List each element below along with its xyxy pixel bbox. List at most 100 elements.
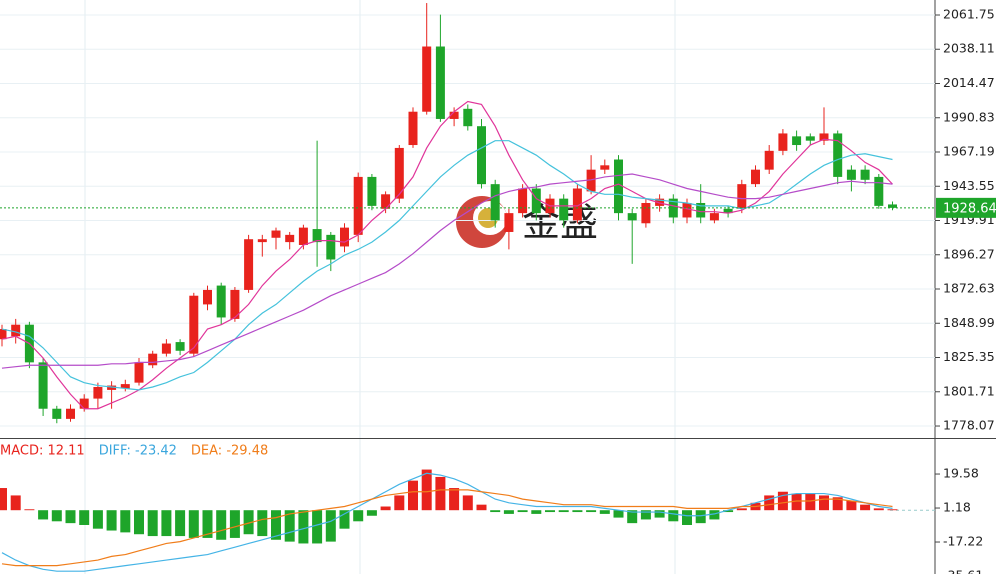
candle-body xyxy=(614,159,623,214)
macd-bar xyxy=(627,510,638,524)
candle-body xyxy=(819,133,829,141)
macd-bar xyxy=(640,510,651,520)
candle-body xyxy=(888,204,897,208)
candle-body xyxy=(66,408,75,419)
macd-bar xyxy=(791,493,802,511)
macd-bar xyxy=(298,510,309,544)
candle-body xyxy=(709,213,719,221)
candle-body xyxy=(175,342,185,351)
macd-bar xyxy=(0,488,7,511)
macd-bar xyxy=(408,480,418,511)
macd-bar xyxy=(366,510,377,516)
macd-bar xyxy=(449,488,460,511)
macd-bar xyxy=(682,510,692,525)
candle-body xyxy=(435,46,445,119)
macd-bar xyxy=(462,495,473,511)
candle-body xyxy=(271,230,281,238)
candle-body xyxy=(764,150,774,170)
macd-bar xyxy=(599,510,610,514)
macd-bar xyxy=(873,508,884,511)
last-price-box xyxy=(936,197,996,218)
candle-body xyxy=(367,176,377,206)
candle-body xyxy=(682,202,692,218)
macd-bar xyxy=(613,510,624,518)
y-tick-label: 1.18 xyxy=(943,500,971,515)
macd-bar xyxy=(586,510,597,513)
candle-body xyxy=(723,208,733,214)
macd-bar xyxy=(188,510,199,538)
y-tick-label: 2014.47 xyxy=(943,75,995,90)
macd-bar xyxy=(517,510,528,513)
y-tick-label: -35.61 xyxy=(943,568,983,574)
candle-body xyxy=(792,136,802,146)
last-price-label: 1928.64 xyxy=(943,201,996,216)
macd-bar xyxy=(120,510,131,533)
y-tick-label: 1896.27 xyxy=(943,246,995,261)
macd-bar xyxy=(887,509,898,511)
candle-body xyxy=(340,227,349,247)
macd-bar xyxy=(654,510,665,518)
macd-bar xyxy=(764,495,775,511)
y-tick-label: 1778.07 xyxy=(943,418,995,433)
candle-body xyxy=(737,184,747,209)
candle-body xyxy=(326,234,336,260)
candle-body xyxy=(93,386,103,399)
macd-bar xyxy=(271,510,281,540)
candle-body xyxy=(572,188,582,221)
macd-bar xyxy=(531,510,542,514)
macd-bar xyxy=(777,491,788,511)
candle-body xyxy=(559,198,569,221)
indicator-line xyxy=(1,173,893,369)
candle-body xyxy=(874,176,884,206)
macd-bar xyxy=(572,510,583,513)
candle-body xyxy=(860,169,870,180)
candle-body xyxy=(586,169,596,192)
candle-body xyxy=(0,329,7,340)
candle-body xyxy=(107,385,117,390)
y-tick-label: 2061.75 xyxy=(943,6,995,21)
candle-body xyxy=(285,234,295,243)
macd-bar xyxy=(421,469,432,511)
macd-bar xyxy=(394,495,405,511)
macd-bar xyxy=(284,510,295,542)
y-tick-label: 1801.71 xyxy=(943,383,995,398)
macd-bar xyxy=(106,510,117,531)
macd-bar xyxy=(175,510,186,537)
macd-bar xyxy=(668,510,679,522)
macd-bar xyxy=(38,510,49,520)
candle-body xyxy=(244,239,254,290)
indicator-line xyxy=(1,489,893,567)
candle-body xyxy=(751,169,760,185)
macd-bar xyxy=(476,504,487,511)
macd-bar xyxy=(312,510,323,544)
macd-bar xyxy=(723,510,734,513)
candle-body xyxy=(52,408,62,419)
candle-body xyxy=(353,176,363,235)
macd-bar xyxy=(51,510,62,522)
candle-body xyxy=(531,188,541,214)
macd-bar xyxy=(709,510,720,520)
candle-body xyxy=(381,194,391,209)
macd-bar xyxy=(216,510,227,540)
macd-bar xyxy=(24,509,35,511)
candle-body xyxy=(504,213,514,232)
candle-body xyxy=(230,289,240,319)
macd-bar xyxy=(161,510,172,537)
candle-body xyxy=(203,289,212,305)
indicator-label: DEA: -29.48 xyxy=(191,444,268,459)
candle-body xyxy=(846,169,856,180)
candle-body xyxy=(148,353,158,366)
macd-bar xyxy=(353,510,364,522)
y-tick-label: 1848.99 xyxy=(943,315,995,330)
macd-bar xyxy=(134,510,144,535)
indicator-line xyxy=(1,472,893,572)
candle-body xyxy=(627,213,637,221)
macd-bar xyxy=(92,510,103,529)
candle-body xyxy=(298,227,308,246)
macd-bar xyxy=(503,510,514,514)
candle-body xyxy=(161,343,171,354)
candle-body xyxy=(805,136,815,141)
y-tick-label: 2038.11 xyxy=(943,41,995,56)
y-tick-label: 1872.63 xyxy=(943,281,995,296)
